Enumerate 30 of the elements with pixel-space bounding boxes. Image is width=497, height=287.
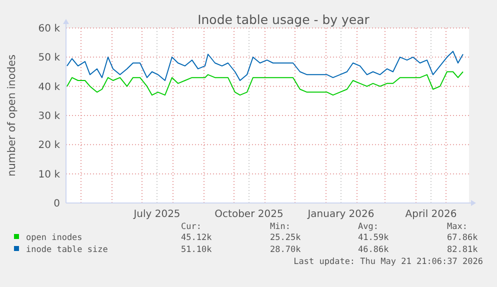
y-tick-label: 20 k [38, 140, 60, 152]
text: 82.81k [447, 245, 478, 255]
y-tick-label: 10 k [38, 169, 60, 180]
text: 46.86k [358, 245, 389, 255]
y-axis-title: number of open inodes [6, 54, 18, 176]
text: Max: [447, 222, 468, 232]
y-tick-label: 50 k [38, 52, 60, 64]
text: 25.25k [270, 233, 301, 243]
y-tick-label: 60 k [38, 24, 60, 34]
y-tick-label: 0 [54, 198, 60, 210]
y-tick-label: 30 k [38, 111, 60, 122]
legend-label: open inodes [26, 233, 82, 243]
line-series [66, 71, 464, 96]
line-series [66, 50, 464, 81]
y-tick-label: 40 k [38, 82, 60, 93]
x-tick-label: October 2025 [214, 209, 284, 220]
x-tick-label: July 2025 [132, 209, 180, 220]
text: Last update: Thu May 21 21:06:37 2026 [294, 257, 483, 267]
text: Avg: [358, 222, 378, 232]
text: Min: [270, 222, 290, 232]
chart-title: Inode table usage - by year [198, 12, 370, 27]
text: 41.59k [358, 233, 389, 243]
text: Cur: [181, 222, 202, 232]
x-tick-label: April 2026 [405, 209, 457, 220]
legend-label: inode table size [26, 245, 108, 255]
text: 45.12k [181, 233, 212, 243]
text: 67.86k [447, 233, 478, 243]
text: 28.70k [270, 245, 301, 255]
text: 51.10k [181, 245, 212, 255]
x-tick-label: January 2026 [306, 209, 374, 220]
